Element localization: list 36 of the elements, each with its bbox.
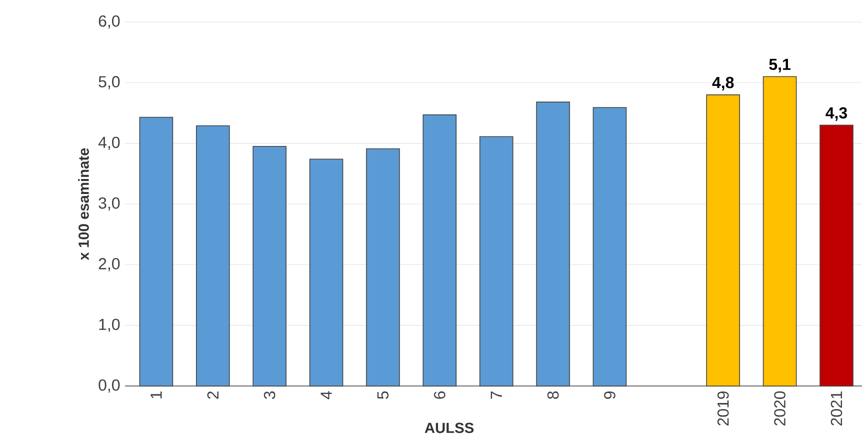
x-tick-label: 3: [264, 391, 276, 399]
x-tick-label: 2021: [830, 391, 842, 426]
bar: [139, 116, 174, 386]
y-tick-label: 5,0: [98, 76, 120, 90]
bar: [252, 146, 286, 386]
bar: [762, 76, 797, 386]
x-tick-label: 6: [434, 391, 446, 399]
x-tick-label: 1: [150, 391, 162, 398]
y-tick-label: 6,0: [98, 15, 120, 29]
y-tick-label: 1,0: [99, 318, 120, 332]
data-label: 5,1: [769, 58, 790, 72]
x-axis-title: AULSS: [424, 422, 474, 434]
x-tick-label: 2: [207, 392, 218, 399]
y-axis-title: x 100 esaminate: [78, 148, 89, 260]
bar: [422, 114, 457, 386]
bar: [706, 94, 740, 386]
bar: [366, 148, 400, 386]
x-tick-label: 2019: [717, 391, 729, 426]
bar: [536, 102, 570, 386]
x-tick-label: 9: [604, 391, 616, 399]
y-tick-label: 4,0: [98, 136, 120, 150]
data-label: 4,8: [712, 76, 734, 91]
bar: [592, 107, 627, 386]
bar: [196, 125, 230, 386]
bar: [479, 136, 514, 386]
bar: [309, 158, 344, 386]
y-tick-label: 2,0: [98, 258, 120, 272]
x-tick-label: 4: [320, 391, 332, 400]
x-tick-label: 5: [377, 391, 389, 399]
x-tick-label: 7: [490, 392, 502, 399]
bar: [820, 124, 854, 386]
y-tick-label: 0,0: [98, 379, 120, 393]
x-tick-label: 8: [547, 391, 559, 399]
y-tick-label: 3,0: [98, 197, 120, 211]
data-label: 4,3: [826, 107, 848, 121]
x-tick-label: 2020: [774, 391, 786, 426]
